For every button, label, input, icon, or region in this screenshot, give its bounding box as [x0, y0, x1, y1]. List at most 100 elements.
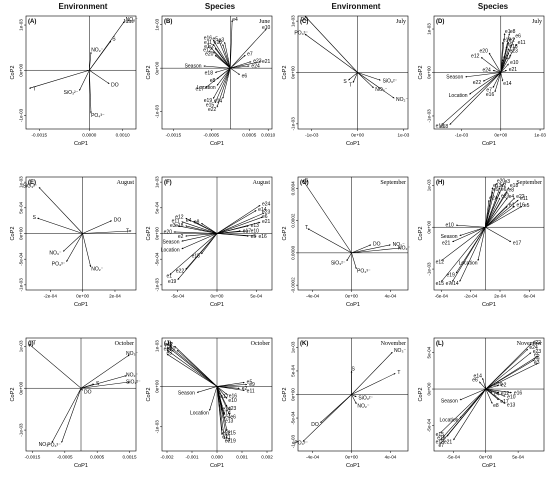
vector-arrow [494, 72, 502, 93]
vector-arrow [230, 28, 267, 69]
vector-arrow [485, 226, 512, 243]
plot-frame [25, 15, 137, 130]
x-axis-label: CoP1 [210, 302, 224, 308]
y-tick-label: -0.0002 [291, 277, 296, 293]
vector-label: e10 [445, 223, 454, 229]
x-tick-label: -0.0005 [57, 455, 73, 460]
vector-label: NO₃⁻ [126, 17, 139, 23]
vector-arrow [89, 40, 112, 71]
vector-arrow [89, 70, 110, 85]
x-axis-label: CoP1 [346, 463, 360, 469]
y-tick-label: -1e-03 [155, 278, 160, 292]
vector-arrow [216, 386, 223, 436]
vector-arrow [351, 244, 391, 254]
vector-arrow [441, 227, 486, 282]
vector-arrow [357, 72, 374, 89]
vector-arrow [485, 191, 508, 228]
plot-frame [297, 176, 409, 291]
vector-arrow [216, 381, 245, 387]
vector-label: NO₃⁻ [49, 251, 62, 257]
vector-label: e22 [473, 80, 482, 86]
y-axis-label: CoP2 [146, 227, 152, 241]
vector-label: e18 [175, 223, 184, 229]
panel-month: June [259, 19, 270, 25]
column-header-species-2: Species [478, 2, 509, 11]
vector-label: DO [114, 217, 122, 223]
vector-arrow [201, 222, 218, 234]
vector-label: e18 [205, 71, 214, 77]
vector-label: e19 [168, 279, 177, 285]
y-tick-label: -1e-03 [155, 420, 160, 434]
x-axis-label: CoP1 [346, 302, 360, 308]
vector-label: e16 [516, 203, 525, 209]
vector-label: e13 [509, 44, 518, 50]
vector-label: Location [190, 410, 209, 416]
vector-label: e7 [247, 51, 253, 57]
vector-arrow [352, 72, 358, 83]
ordination-panel: (F) August -5e-04 0e+00 5e-04 -1e-03 -5e-04 0e+… [146, 176, 273, 308]
vector-arrow [485, 199, 519, 228]
vector-label: T [397, 370, 400, 376]
x-tick-label: 4e-04 [385, 455, 397, 460]
vector-arrow [214, 67, 231, 73]
ordination-panel: (G) September -4e-04 0e+00 4e-04 -0.0002 0.000… [282, 176, 410, 308]
y-axis-label: CoP2 [418, 227, 424, 241]
vector-arrow [500, 52, 509, 73]
vector-arrow [214, 54, 231, 69]
vector-label: e6 [501, 187, 507, 193]
x-axis-label: CoP1 [74, 141, 88, 147]
vector-arrow [500, 72, 504, 82]
vector-label: e6 [262, 214, 268, 220]
vector-label: e16 [229, 393, 238, 399]
vector-arrow [357, 72, 395, 99]
y-tick-label: 1e-03 [291, 15, 296, 27]
vector-label: e12 [501, 391, 510, 397]
vector-label: e14 [222, 410, 231, 416]
vector-label: e12 [471, 54, 480, 60]
vector-arrow [214, 47, 231, 69]
y-tick-label: -1e-03 [291, 117, 296, 131]
vector-label: e22 [176, 269, 185, 275]
vector-label: NO₂⁻ [126, 373, 138, 379]
vector-label: e3 [166, 351, 172, 357]
vector-label: PO₄³⁻ [52, 261, 66, 267]
panel-letter: (I) [28, 341, 34, 347]
y-tick-label: -1e-03 [19, 108, 24, 122]
vector-label: e2 [178, 234, 184, 240]
y-tick-label: 5e-04 [155, 201, 160, 213]
vector-arrow [440, 388, 486, 433]
y-tick-label: 0.0004 [291, 181, 296, 195]
vector-arrow [302, 180, 352, 254]
vector-label: e23 [228, 406, 237, 412]
vector-label: e8 [508, 187, 514, 193]
vector-arrow [216, 383, 248, 387]
ordination-panel: (A) June -0.0015 0.0000 0.0010 -1e-03 0e+00 1e-… [10, 15, 139, 147]
panel-letter: (J) [164, 341, 171, 347]
vector-arrow [440, 388, 486, 444]
vector-label: S [343, 79, 347, 85]
vector-label: e12 [203, 48, 212, 54]
y-tick-label: 1e-03 [427, 23, 432, 35]
x-tick-label: 2e-04 [494, 294, 506, 299]
x-tick-label: -0.001 [185, 455, 198, 460]
ordination-panel: (I) October -0.0015 -0.0005 0.0005 0.0015 -1e-… [10, 337, 141, 469]
vector-label: S [112, 37, 116, 43]
x-tick-label: 0.0015 [122, 455, 136, 460]
vector-label: e13 [214, 40, 223, 46]
vector-arrow [216, 386, 228, 440]
vector-label: e12 [165, 342, 174, 348]
x-tick-label: -1e-03 [455, 133, 469, 138]
x-tick-label: 0e+00 [345, 455, 358, 460]
x-tick-label: 1e-03 [398, 133, 410, 138]
x-tick-label: 6e-04 [523, 294, 535, 299]
vector-arrow [500, 63, 509, 73]
y-axis-label: CoP2 [10, 227, 16, 241]
vector-arrow [500, 41, 504, 73]
vector-arrow [218, 40, 231, 69]
panel-month: September [380, 180, 406, 186]
vector-label: e15 [436, 281, 445, 287]
panel-month: June [123, 19, 134, 25]
vector-arrow [230, 65, 250, 69]
panel-month: November [381, 341, 406, 347]
vector-arrow [485, 206, 523, 228]
